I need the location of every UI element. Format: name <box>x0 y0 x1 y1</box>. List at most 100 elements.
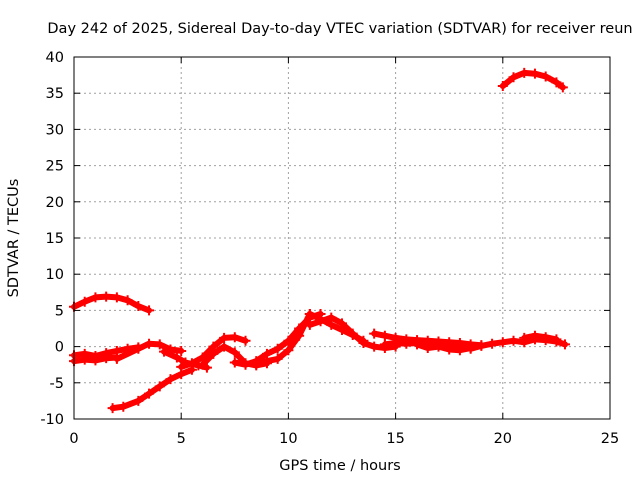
data-point <box>251 358 262 369</box>
data-series <box>69 67 570 414</box>
data-point <box>111 292 122 303</box>
data-point <box>454 345 465 356</box>
x-tick-label: 0 <box>69 431 78 447</box>
data-point <box>133 343 144 354</box>
data-point <box>412 339 423 350</box>
data-point <box>229 332 240 343</box>
data-point <box>390 337 401 348</box>
series-arc-5 <box>111 338 187 364</box>
y-tick-label: 5 <box>55 303 64 319</box>
y-tick-label: 25 <box>46 159 64 175</box>
data-point <box>240 359 251 370</box>
series-arc-1 <box>69 291 155 316</box>
data-point <box>508 335 519 346</box>
data-point <box>497 337 508 348</box>
data-point <box>229 357 240 368</box>
data-point <box>326 319 337 330</box>
data-point <box>144 338 155 349</box>
data-point <box>165 374 176 385</box>
data-point <box>261 356 272 367</box>
data-point <box>519 67 530 78</box>
data-point <box>529 330 540 341</box>
data-point <box>118 401 129 412</box>
data-point <box>444 344 455 355</box>
data-point <box>107 403 118 414</box>
data-point <box>304 309 315 320</box>
chart-title: Day 242 of 2025, Sidereal Day-to-day VTE… <box>47 21 632 37</box>
data-point <box>79 296 90 307</box>
data-point <box>337 324 347 335</box>
x-axis-label: GPS time / hours <box>279 458 400 474</box>
data-point <box>283 345 294 356</box>
data-point <box>229 347 240 358</box>
data-point <box>208 348 219 359</box>
data-point <box>487 338 498 349</box>
data-point <box>433 341 444 352</box>
data-point <box>186 358 197 369</box>
y-tick-label: 10 <box>46 267 64 283</box>
grid-lines <box>74 57 610 419</box>
data-point <box>122 295 133 306</box>
data-point <box>497 80 508 91</box>
y-tick-label: 30 <box>46 122 64 138</box>
data-point <box>219 341 230 352</box>
data-point <box>294 330 305 341</box>
x-tick-label: 15 <box>386 431 404 447</box>
data-point <box>101 291 112 302</box>
data-point <box>369 328 380 339</box>
data-point <box>347 330 358 341</box>
data-point <box>508 72 519 83</box>
data-point <box>551 334 562 345</box>
series-band <box>521 332 560 343</box>
x-tick-label: 5 <box>177 431 186 447</box>
data-point <box>465 343 476 354</box>
data-point <box>358 335 369 346</box>
data-point <box>476 340 487 351</box>
data-point <box>111 353 122 364</box>
data-point <box>540 332 551 343</box>
series-arc-16 <box>497 67 568 93</box>
data-point <box>540 71 551 82</box>
data-point <box>144 388 155 399</box>
x-tick-label: 20 <box>494 431 512 447</box>
data-point <box>559 339 570 350</box>
data-point <box>159 346 170 357</box>
data-point <box>272 343 283 354</box>
data-point <box>176 345 187 356</box>
data-point <box>379 339 390 350</box>
y-tick-label: 40 <box>46 50 64 66</box>
data-point <box>519 332 530 343</box>
series-arc-12 <box>304 309 369 346</box>
series-arc-17 <box>519 330 562 345</box>
data-point <box>422 343 433 354</box>
data-point <box>144 305 155 316</box>
data-point <box>133 395 144 406</box>
x-tick-label: 25 <box>601 431 619 447</box>
data-point <box>529 68 540 79</box>
data-point <box>272 353 283 364</box>
data-point <box>101 353 112 364</box>
data-point <box>176 361 187 372</box>
y-tick-label: 0 <box>55 340 64 356</box>
data-point <box>304 319 315 330</box>
data-point <box>219 332 230 343</box>
x-tick-label: 10 <box>279 431 297 447</box>
data-point <box>240 335 251 346</box>
data-point <box>90 292 101 303</box>
y-tick-label: 20 <box>46 195 64 211</box>
data-point <box>401 338 412 349</box>
data-point <box>90 355 101 366</box>
data-point <box>79 354 90 365</box>
data-point <box>154 381 165 392</box>
y-tick-label: 35 <box>46 86 64 102</box>
y-tick-label: -5 <box>50 376 64 392</box>
data-point <box>171 352 182 363</box>
data-point <box>154 339 165 350</box>
data-point <box>369 341 380 352</box>
data-point <box>379 330 390 341</box>
y-tick-label: -10 <box>40 412 64 428</box>
axis-ticks: 0 5 10 15 20 25 -10 -5 0 5 10 15 20 25 30 35 40 <box>40 50 619 447</box>
series-arc-7 <box>176 332 251 372</box>
